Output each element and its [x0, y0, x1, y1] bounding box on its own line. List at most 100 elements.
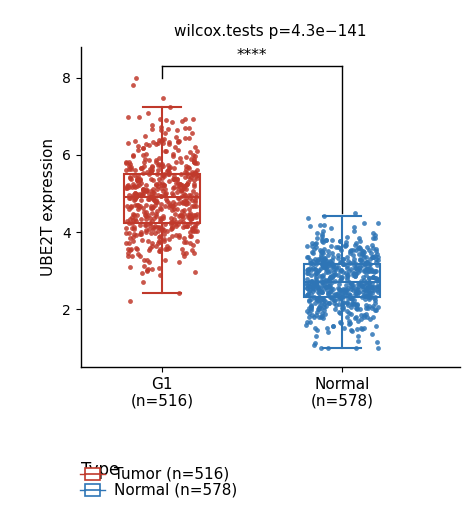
- Point: [180, 197, 188, 205]
- Point: [129, 151, 137, 159]
- Point: [374, 276, 382, 285]
- Point: [306, 309, 313, 318]
- Point: [125, 165, 133, 173]
- Point: [318, 309, 325, 318]
- Point: [182, 238, 190, 246]
- Point: [147, 167, 155, 176]
- Point: [371, 274, 379, 282]
- Point: [360, 282, 368, 290]
- Point: [146, 156, 153, 164]
- Point: [356, 305, 364, 313]
- Point: [131, 166, 139, 174]
- Point: [319, 247, 326, 256]
- Point: [359, 281, 366, 290]
- Point: [155, 264, 163, 272]
- Point: [343, 253, 351, 261]
- Point: [187, 215, 194, 224]
- Point: [326, 256, 334, 265]
- Point: [311, 265, 319, 273]
- Point: [349, 269, 356, 277]
- Point: [326, 277, 333, 285]
- Point: [173, 179, 180, 187]
- Point: [161, 170, 168, 179]
- Point: [128, 252, 136, 260]
- Point: [319, 263, 327, 271]
- Point: [191, 198, 199, 206]
- Point: [342, 285, 349, 293]
- Point: [180, 214, 187, 222]
- Point: [339, 298, 346, 306]
- Point: [310, 293, 318, 301]
- Point: [317, 303, 325, 312]
- Point: [180, 182, 187, 191]
- Point: [191, 201, 198, 210]
- Point: [191, 211, 199, 219]
- Point: [151, 201, 158, 210]
- Point: [362, 285, 370, 293]
- Point: [344, 283, 352, 292]
- Point: [316, 289, 323, 297]
- Point: [352, 239, 360, 248]
- Point: [319, 261, 327, 270]
- Point: [124, 202, 131, 211]
- Point: [346, 316, 353, 325]
- Point: [337, 266, 345, 274]
- Point: [334, 284, 342, 292]
- Point: [372, 321, 379, 330]
- Point: [187, 148, 194, 156]
- Point: [189, 151, 196, 159]
- Point: [142, 187, 149, 195]
- Point: [361, 294, 369, 303]
- Point: [134, 205, 142, 213]
- Point: [351, 290, 358, 299]
- Point: [148, 125, 155, 133]
- Point: [164, 166, 172, 174]
- Point: [374, 284, 382, 292]
- Point: [125, 190, 132, 199]
- Point: [155, 233, 163, 241]
- Point: [171, 210, 179, 219]
- Point: [133, 193, 140, 201]
- Point: [138, 191, 146, 199]
- Point: [158, 200, 165, 209]
- Point: [339, 292, 347, 301]
- Point: [349, 258, 357, 266]
- Point: [319, 287, 326, 296]
- Point: [374, 275, 382, 283]
- Point: [357, 256, 365, 264]
- Point: [142, 187, 150, 195]
- Point: [190, 224, 197, 232]
- Point: [189, 129, 196, 137]
- Point: [368, 266, 375, 275]
- Point: [367, 283, 374, 291]
- Point: [185, 134, 193, 142]
- Point: [330, 265, 337, 273]
- Point: [324, 290, 331, 298]
- Point: [158, 179, 166, 188]
- Point: [145, 257, 153, 266]
- Point: [352, 241, 359, 249]
- Point: [153, 208, 160, 216]
- Point: [141, 210, 149, 219]
- Point: [335, 271, 342, 279]
- Point: [310, 245, 318, 254]
- Point: [144, 194, 152, 203]
- Point: [190, 158, 198, 166]
- Point: [367, 249, 375, 257]
- Point: [161, 190, 168, 198]
- Point: [131, 137, 139, 145]
- Point: [347, 294, 355, 302]
- Point: [147, 187, 155, 195]
- Point: [129, 152, 137, 160]
- Point: [342, 241, 350, 249]
- Point: [347, 325, 355, 334]
- Point: [174, 183, 182, 192]
- Point: [313, 332, 320, 340]
- Point: [324, 288, 332, 297]
- Point: [365, 274, 373, 282]
- Point: [321, 296, 328, 304]
- Point: [355, 264, 363, 272]
- Point: [137, 163, 145, 172]
- Point: [162, 115, 170, 124]
- Point: [130, 210, 137, 218]
